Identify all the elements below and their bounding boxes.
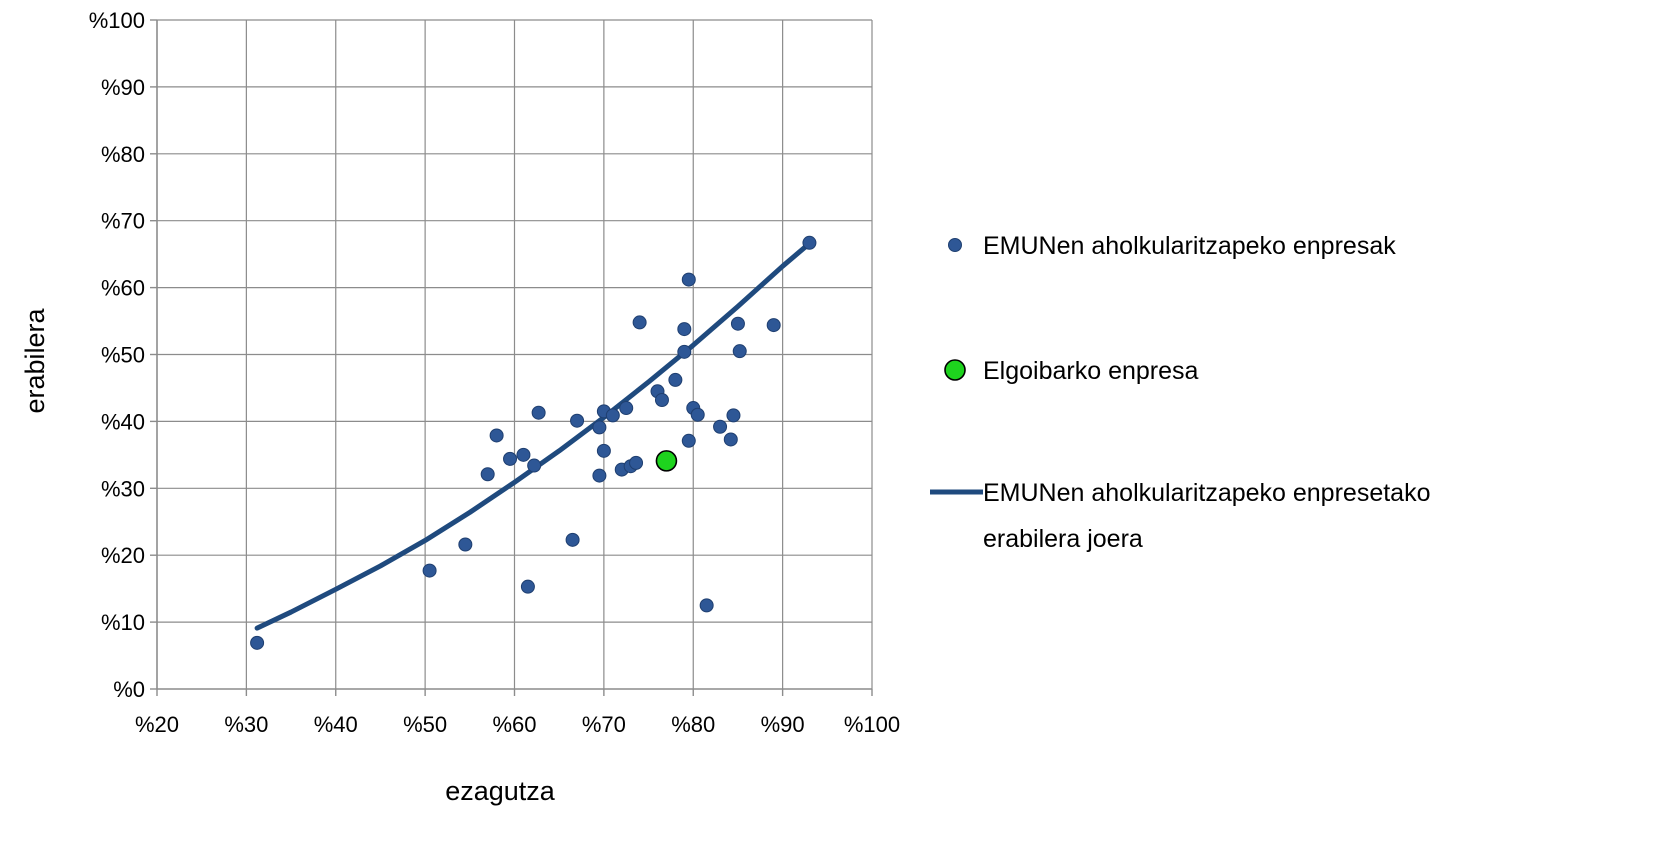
data-point-emun: [699, 598, 714, 613]
x-tick-label: %30: [224, 712, 268, 737]
data-point-emun: [681, 433, 696, 448]
y-tick-label: %80: [101, 142, 145, 167]
x-axis-title: ezagutza: [445, 776, 556, 806]
data-point-emun: [732, 344, 747, 359]
data-point-emun: [723, 432, 738, 447]
y-tick-label: %10: [101, 610, 145, 635]
x-tick-label: %40: [314, 712, 358, 737]
data-point-emun: [730, 316, 745, 331]
y-tick-label: %90: [101, 75, 145, 100]
x-tick-label: %100: [844, 712, 900, 737]
data-point-emun: [605, 408, 620, 423]
data-point-emun: [422, 563, 437, 578]
legend-label-trend-line-1: EMUNen aholkularitzapeko enpresetako: [983, 479, 1430, 507]
legend-marker-emun-companies: [948, 238, 962, 252]
data-points-layer: [250, 235, 817, 650]
data-point-emun: [668, 372, 683, 387]
data-point-emun: [713, 419, 728, 434]
data-point-emun: [726, 408, 741, 423]
data-point-emun: [677, 322, 692, 337]
y-tick-labels: %0 %10 %20 %30 %40 %50 %60 %70 %80 %90 %100: [89, 8, 145, 702]
x-tick-label: %80: [671, 712, 715, 737]
grid-lines: [157, 19, 873, 689]
data-point-emun: [654, 392, 669, 407]
data-point-emun: [592, 468, 607, 483]
axes: [150, 19, 873, 696]
x-tick-label: %90: [761, 712, 805, 737]
y-tick-label: %60: [101, 276, 145, 301]
data-point-emun: [766, 318, 781, 333]
data-point-emun: [570, 413, 585, 428]
y-tick-label: %40: [101, 409, 145, 434]
y-tick-label: %50: [101, 343, 145, 368]
data-point-emun: [629, 455, 644, 470]
data-point-emun: [677, 344, 692, 359]
y-tick-label: %100: [89, 8, 145, 33]
data-point-emun: [520, 579, 535, 594]
x-tick-label: %50: [403, 712, 447, 737]
data-point-emun: [458, 537, 473, 552]
y-tick-label: %20: [101, 543, 145, 568]
legend-marker-elgoibar-company: [944, 359, 966, 381]
legend: EMUNen aholkularitzapeko enpresak Elgoib…: [930, 232, 1437, 553]
x-tick-labels: %20 %30 %40 %50 %60 %70 %80 %90 %100: [135, 712, 900, 737]
data-point-emun: [527, 458, 542, 473]
x-tick-label: %60: [492, 712, 536, 737]
data-point-emun: [480, 467, 495, 482]
y-tick-label: %30: [101, 476, 145, 501]
y-tick-label: %70: [101, 209, 145, 234]
y-tick-label: %0: [113, 677, 145, 702]
legend-label-trend-line-2: erabilera joera: [983, 525, 1143, 553]
data-point-emun: [619, 401, 634, 416]
y-axis-title: erabilera: [20, 307, 50, 413]
data-point-emun: [596, 443, 611, 458]
data-point-emun: [489, 428, 504, 443]
legend-label-elgoibar-company: Elgoibarko enpresa: [983, 357, 1199, 385]
data-point-emun: [250, 635, 265, 650]
data-point-emun: [681, 272, 696, 287]
legend-label-trend-line: EMUNen aholkularitzapeko enpresetako era…: [983, 479, 1437, 553]
data-point-emun: [565, 532, 580, 547]
data-point-emun: [531, 405, 546, 420]
data-point-elgoibar: [655, 450, 678, 472]
data-point-emun: [592, 420, 607, 435]
x-tick-label: %70: [582, 712, 626, 737]
data-point-emun: [516, 447, 531, 462]
data-point-emun: [632, 315, 647, 330]
data-point-emun: [802, 235, 817, 250]
data-point-emun: [503, 451, 518, 466]
x-tick-label: %20: [135, 712, 179, 737]
legend-label-emun-companies: EMUNen aholkularitzapeko enpresak: [983, 232, 1396, 260]
data-point-emun: [690, 407, 705, 422]
